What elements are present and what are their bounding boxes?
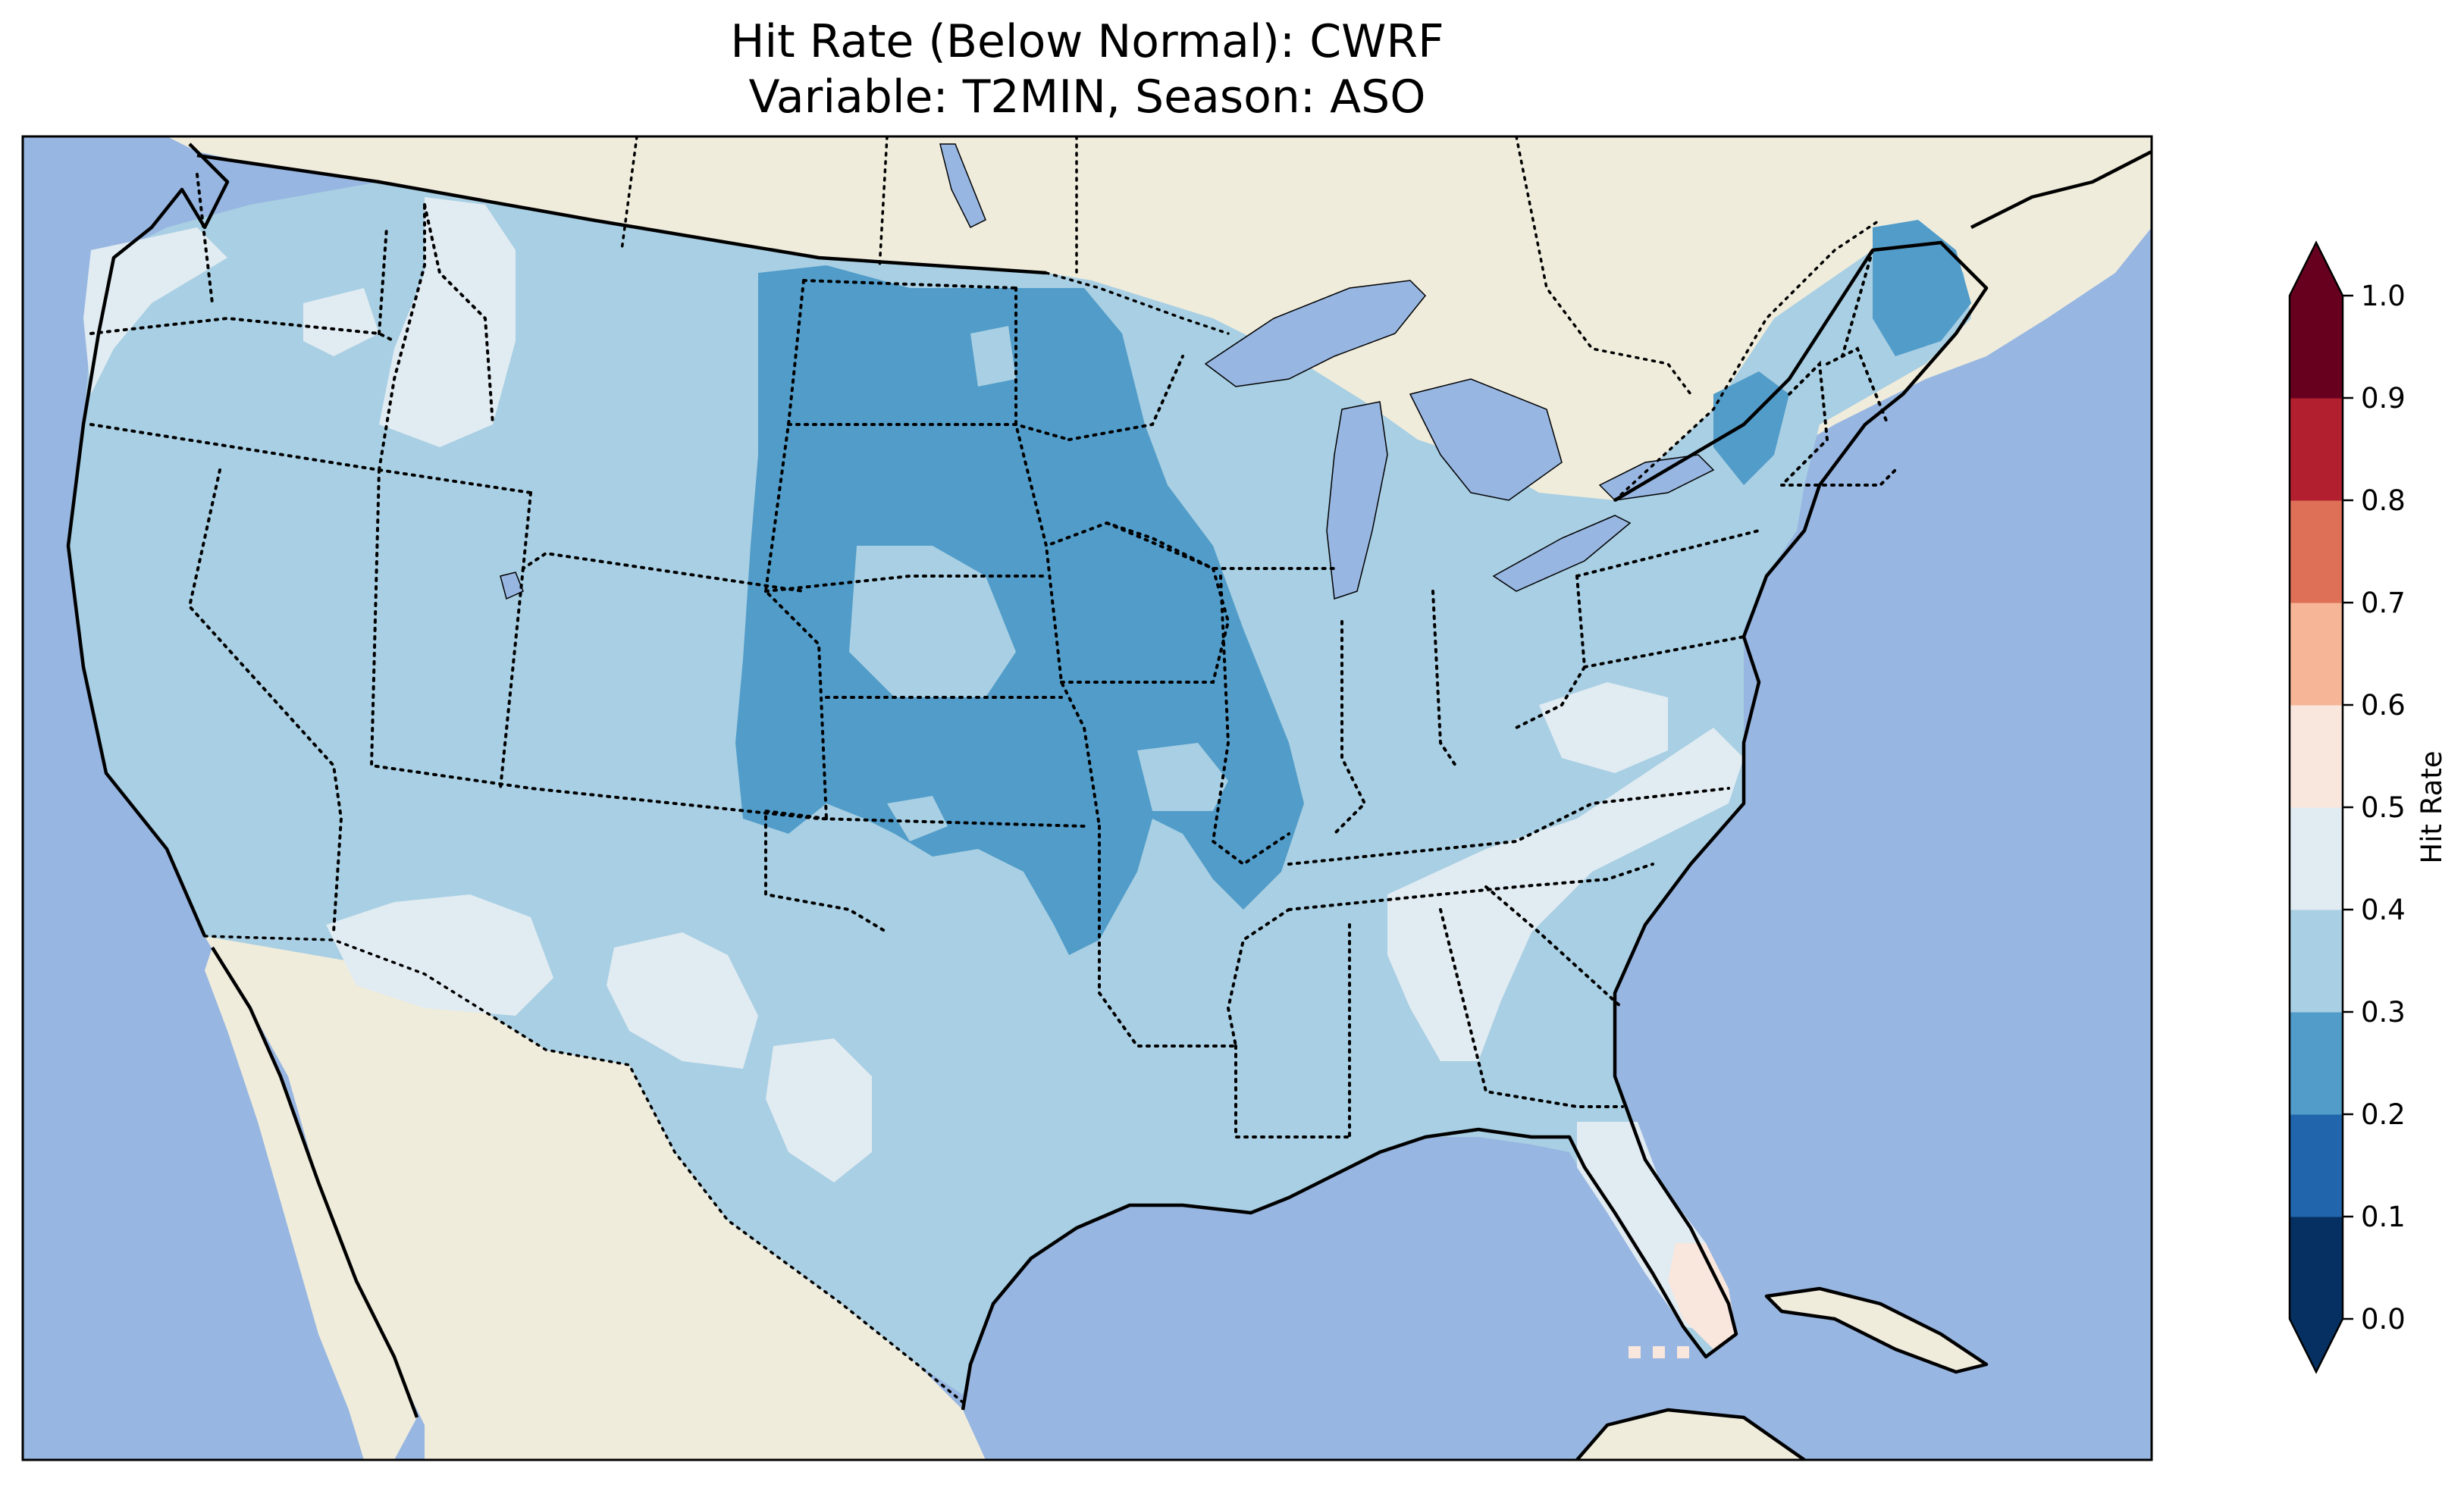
land-mexico <box>205 936 986 1460</box>
field-central-hole-3 <box>1137 743 1228 811</box>
colorbar-bin-7 <box>2290 500 2343 603</box>
colorbar-tick-label-10: 1.0 <box>2361 280 2406 312</box>
colorbar-tick-label-5: 0.5 <box>2361 791 2406 824</box>
field-nm <box>607 932 758 1069</box>
colorbar-over-arrow <box>2290 243 2343 296</box>
field-maine <box>1873 220 1971 356</box>
field-central-hole-4 <box>887 796 948 841</box>
colorbar-bin-5 <box>2290 705 2343 808</box>
lake-superior <box>1204 280 1427 387</box>
field-wtx <box>766 1038 872 1182</box>
colorbar-tick-label-6: 0.6 <box>2361 689 2406 722</box>
colorbar-label: Hit Rate <box>2415 750 2448 863</box>
colorbar-tick-label-2: 0.2 <box>2361 1098 2406 1131</box>
colorbar-tick-label-4: 0.4 <box>2361 894 2406 926</box>
field-keys-2 <box>1653 1346 1665 1358</box>
colorbar-bin-9 <box>2290 296 2343 399</box>
colorbar: 0.0 0.1 0.2 0.3 0.4 0.5 0.6 0.7 0.8 0.9 1.0 Hit Rat… <box>2288 240 2448 1374</box>
colorbar-tick-label-9: 0.9 <box>2361 382 2406 415</box>
map-frame <box>21 135 2153 1461</box>
field-keys-1 <box>1629 1346 1641 1358</box>
field-se <box>1387 728 1744 1061</box>
colorbar-under-arrow <box>2290 1319 2343 1372</box>
field-central-hole-2 <box>970 326 1016 387</box>
land-yucatan <box>1577 1410 1804 1460</box>
map-panel <box>23 136 2152 1460</box>
colorbar-tick-label-7: 0.7 <box>2361 587 2406 619</box>
land-cuba <box>1766 1289 1986 1372</box>
coastlines <box>66 143 2152 1460</box>
colorbar-tick-label-8: 0.8 <box>2361 484 2406 517</box>
field-central-hole-1 <box>849 546 1016 697</box>
field-idaho <box>379 197 516 447</box>
international-borders <box>203 136 1882 1404</box>
great-lakes <box>500 143 1715 600</box>
lake-erie <box>1492 515 1632 592</box>
colorbar-tick-label-3: 0.3 <box>2361 996 2406 1029</box>
border-49th <box>196 153 1047 275</box>
colorbar-tick-label-1: 0.1 <box>2361 1201 2406 1233</box>
lake-huron <box>1409 378 1563 501</box>
lake-michigan <box>1326 401 1388 600</box>
state-boundaries <box>89 173 1897 1139</box>
colorbar-bin-1 <box>2290 1114 2343 1217</box>
colorbar-tick-label-0: 0.0 <box>2361 1303 2406 1336</box>
colorbar-bin-3 <box>2290 910 2343 1013</box>
lake-winnipeg <box>939 143 986 229</box>
colorbar-bin-4 <box>2290 807 2343 910</box>
field-montana-w <box>303 288 379 356</box>
field-ky <box>1539 682 1668 773</box>
colorbar-bin-6 <box>2290 603 2343 706</box>
lake-great-salt <box>500 572 524 600</box>
title-line-2: Variable: T2MIN, Season: ASO <box>749 70 1426 124</box>
field-keys-3 <box>1677 1346 1689 1358</box>
colorbar-bin-0 <box>2290 1217 2343 1320</box>
field-pnw <box>83 227 227 394</box>
title-line-1: Hit Rate (Below Normal): CWRF <box>730 15 1444 68</box>
colorbar-bin-2 <box>2290 1012 2343 1115</box>
colorbar-bin-8 <box>2290 398 2343 501</box>
field-sfl <box>1668 1243 1736 1349</box>
land-baja <box>205 947 417 1460</box>
field-az <box>326 894 553 1016</box>
